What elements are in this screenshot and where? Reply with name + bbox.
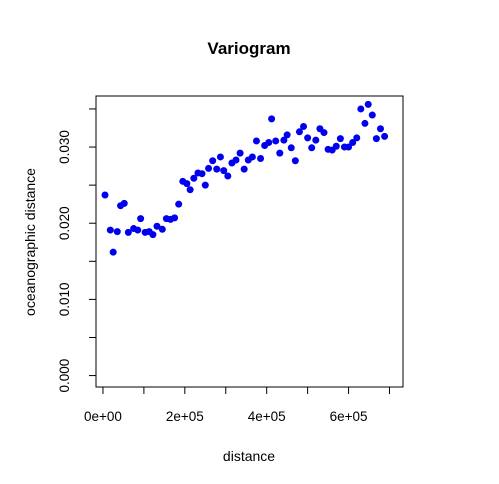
data-point [368,111,376,119]
data-point [291,157,299,165]
data-point [134,226,142,234]
data-point [213,165,221,173]
data-point [283,131,291,139]
data-point [320,129,328,137]
data-point [209,157,217,165]
x-tick-label: 2e+05 [166,409,204,424]
y-axis: 0.000 0.010 0.020 0.030 [57,108,97,393]
data-point [280,136,288,144]
data-point [101,191,109,199]
data-point [312,136,320,144]
data-point [232,156,240,164]
data-point [240,165,248,173]
data-point [349,138,357,146]
data-point [137,215,145,223]
data-points [101,100,389,256]
data-point [248,153,256,161]
x-axis-label: distance [223,448,275,464]
data-point [149,231,157,239]
y-tick-label: 0.000 [57,359,72,393]
data-point [201,181,209,189]
data-point [120,199,128,207]
data-point [183,180,191,188]
data-point [300,122,308,130]
data-point [153,222,161,230]
data-point [158,225,166,233]
data-point [109,248,117,256]
data-point [268,115,276,123]
data-point [287,144,295,152]
data-point [372,135,380,143]
data-point [265,138,273,146]
data-point [252,137,260,145]
data-point [216,153,224,161]
y-tick-label: 0.020 [57,206,72,240]
data-point [236,149,244,157]
data-point [224,172,232,180]
data-point [295,128,303,136]
data-point [276,149,284,157]
data-point [336,135,344,143]
data-point [308,144,316,152]
x-tick-label: 4e+05 [248,409,286,424]
data-point [175,200,183,208]
x-tick-label: 6e+05 [330,409,368,424]
data-point [376,125,384,133]
data-point [332,142,340,150]
data-point [304,134,312,142]
data-point [198,170,206,178]
x-tick-label: 0e+00 [84,409,122,424]
data-point [364,100,372,108]
data-point [124,228,132,236]
data-point [186,186,194,194]
data-point [190,174,198,182]
data-point [220,167,228,175]
data-point [257,154,265,162]
y-tick-label: 0.010 [57,282,72,316]
y-axis-label: oceanographic distance [22,168,38,316]
data-point [171,214,179,222]
data-point [205,164,213,172]
data-point [272,137,280,145]
data-point [113,228,121,236]
data-point [353,134,361,142]
chart-title: Variogram [207,39,290,58]
data-point [357,105,365,113]
data-point [361,119,369,127]
data-point [345,143,353,151]
x-axis: 0e+00 2e+05 4e+05 6e+05 [84,386,390,424]
data-point [381,132,389,140]
data-point [106,226,114,234]
y-tick-label: 0.030 [57,130,72,164]
